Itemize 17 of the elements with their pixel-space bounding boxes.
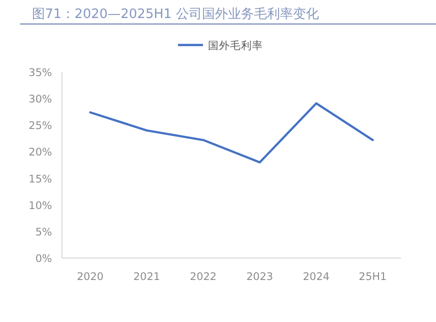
y-tick-label: 35% — [28, 67, 52, 79]
y-tick-label: 25% — [28, 120, 52, 132]
y-tick-label: 10% — [28, 200, 52, 212]
y-tick-label: 20% — [28, 146, 52, 159]
y-tick-label: 15% — [28, 173, 52, 186]
y-tick-label: 0% — [35, 253, 52, 265]
line-series — [89, 102, 374, 164]
x-tick-label: 2020 — [76, 271, 104, 283]
y-tick-label: 5% — [35, 226, 52, 238]
legend-label: 国外毛利率 — [208, 39, 263, 52]
x-tick-label: 2024 — [302, 271, 330, 283]
x-tick-label: 25H1 — [358, 271, 387, 283]
x-tick-label: 2021 — [133, 271, 160, 283]
x-tick-label: 2022 — [190, 271, 217, 283]
y-tick-label: 30% — [28, 94, 52, 106]
chart-title: 图71：2020—2025H1 公司国外业务毛利率变化 — [32, 6, 319, 22]
x-tick-label: 2023 — [246, 271, 274, 283]
